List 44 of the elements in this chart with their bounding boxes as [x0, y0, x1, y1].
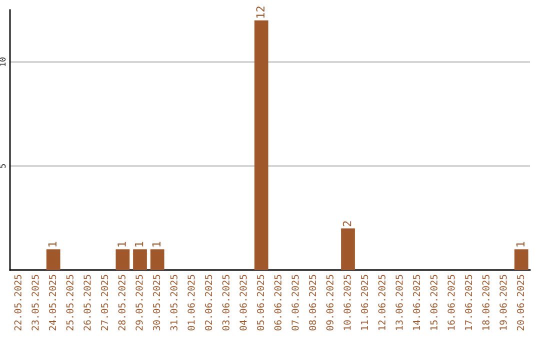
x-tick-label: 27.05.2025 [100, 274, 108, 330]
x-tick-label: 09.06.2025 [326, 274, 334, 330]
x-tick-label: 29.05.2025 [136, 274, 143, 330]
x-tick-label: 03.06.2025 [222, 274, 230, 330]
x-tick-label: 13.06.2025 [396, 274, 403, 330]
bar [341, 228, 355, 270]
x-tick-label: 23.05.2025 [32, 274, 39, 330]
bar [133, 249, 147, 270]
x-tick-label: 06.06.2025 [274, 274, 282, 330]
x-tick-label: 08.06.2025 [308, 274, 316, 330]
data-label: 1 [134, 242, 144, 246]
bar [150, 249, 164, 270]
x-tick-label: 11.06.2025 [360, 274, 368, 330]
bar [254, 20, 268, 270]
x-tick-label: 19.06.2025 [500, 274, 507, 330]
x-tick-label: 22.05.2025 [14, 274, 22, 330]
x-tick-label: 05.06.2025 [256, 274, 264, 330]
data-label: 1 [48, 242, 56, 246]
bar [514, 249, 528, 270]
bar [116, 249, 130, 270]
bar [46, 249, 60, 270]
x-tick-label: 25.05.2025 [66, 274, 74, 330]
x-tick-label: 14.06.2025 [412, 274, 420, 330]
x-tick-label: 26.05.2025 [84, 274, 91, 330]
x-tick-label: 02.06.2025 [204, 274, 212, 330]
x-tick-label: 15.06.2025 [430, 274, 438, 330]
x-tick-label: 20.06.2025 [516, 274, 524, 330]
x-tick-label: 17.06.2025 [464, 274, 472, 330]
data-label: 2 [342, 221, 352, 226]
x-tick-label: 30.05.2025 [152, 274, 160, 330]
x-tick-label: 12.06.2025 [378, 274, 386, 330]
data-label: 1 [516, 242, 524, 246]
data-label: 12 [256, 6, 264, 18]
x-tick-label: 04.06.2025 [240, 274, 247, 330]
x-tick-label: 16.06.2025 [448, 274, 455, 330]
x-tick-label: 18.06.2025 [482, 274, 490, 330]
x-tick-label: 31.05.2025 [170, 274, 178, 330]
data-label: 1 [152, 242, 160, 246]
x-tick-label: 10.06.2025 [344, 274, 351, 330]
x-tick-label: 07.06.2025 [292, 274, 299, 330]
data-label: 1 [118, 242, 126, 246]
x-tick-label: 01.06.2025 [188, 274, 195, 330]
x-tick-label: 24.05.2025 [48, 274, 56, 330]
x-tick-label: 28.05.2025 [118, 274, 126, 330]
